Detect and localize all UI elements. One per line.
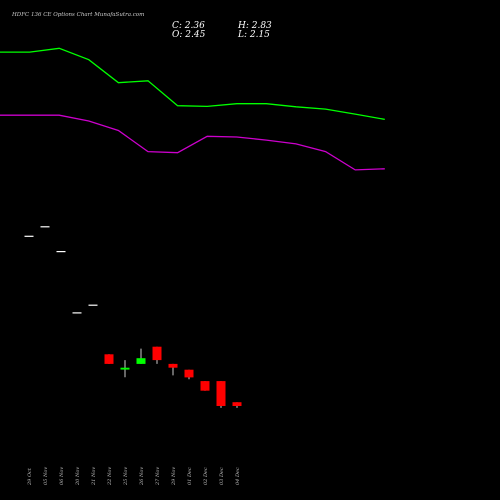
x-tick-label: 06 Nov [59, 467, 65, 485]
candle [40, 226, 50, 228]
candle-body [88, 304, 98, 306]
candle [88, 304, 98, 306]
x-tick-label: 29 Nov [171, 467, 177, 486]
candle-body [72, 312, 82, 314]
indicator-line-2 [0, 114, 385, 171]
close-readout: C: 2.36 [172, 21, 205, 31]
candle [104, 354, 114, 364]
candle-body [184, 369, 194, 378]
candle-body [152, 346, 162, 361]
candle-body [200, 381, 210, 391]
open-readout: O: 2.45 [172, 30, 206, 40]
x-tick-label: 01 Dec [187, 467, 193, 485]
x-tick-label: 04 Dec [235, 467, 241, 485]
candles [24, 226, 242, 408]
candle-body [120, 367, 130, 370]
x-tick-label: 22 Nov [107, 467, 113, 486]
candle [200, 381, 210, 391]
candle [232, 402, 242, 408]
candle-body [56, 251, 66, 253]
x-tick-label: 20 Nov [75, 467, 81, 486]
candle-body [136, 358, 146, 364]
candle [56, 251, 66, 253]
indicator-lines [0, 47, 385, 171]
candle-body [40, 226, 50, 228]
x-tick-label: 27 Nov [155, 467, 161, 486]
x-tick-label: 29 Oct [27, 467, 33, 486]
x-tick-label: 25 Nov [123, 467, 129, 486]
x-tick-label: 05 Nov [43, 467, 49, 485]
chart-title: HDFC 136 CE Options Chart MunafaSutra.co… [11, 12, 144, 18]
candle [72, 312, 82, 314]
candle [120, 360, 130, 378]
candle [216, 381, 226, 408]
x-axis-ticks: 29 Oct 05 Nov 06 Nov 20 Nov 21 Nov 22 Nov 25 N… [27, 467, 241, 486]
x-tick-label: 03 Dec [219, 467, 225, 485]
x-tick-label: 26 Nov [139, 467, 145, 486]
candle-body [168, 363, 178, 368]
candle-body [104, 354, 114, 364]
x-tick-label: 02 Dec [203, 467, 209, 485]
low-readout: L: 2.15 [237, 30, 270, 40]
candle-body [232, 402, 242, 406]
candle [24, 235, 34, 237]
candle [136, 348, 146, 364]
indicator-line-1 [0, 47, 385, 121]
candle [184, 369, 194, 380]
candle [152, 346, 162, 364]
high-readout: H: 2.83 [237, 21, 272, 31]
x-tick-label: 21 Nov [91, 467, 97, 486]
candle-body [24, 235, 34, 237]
candle [168, 363, 178, 376]
candle-body [216, 381, 226, 406]
